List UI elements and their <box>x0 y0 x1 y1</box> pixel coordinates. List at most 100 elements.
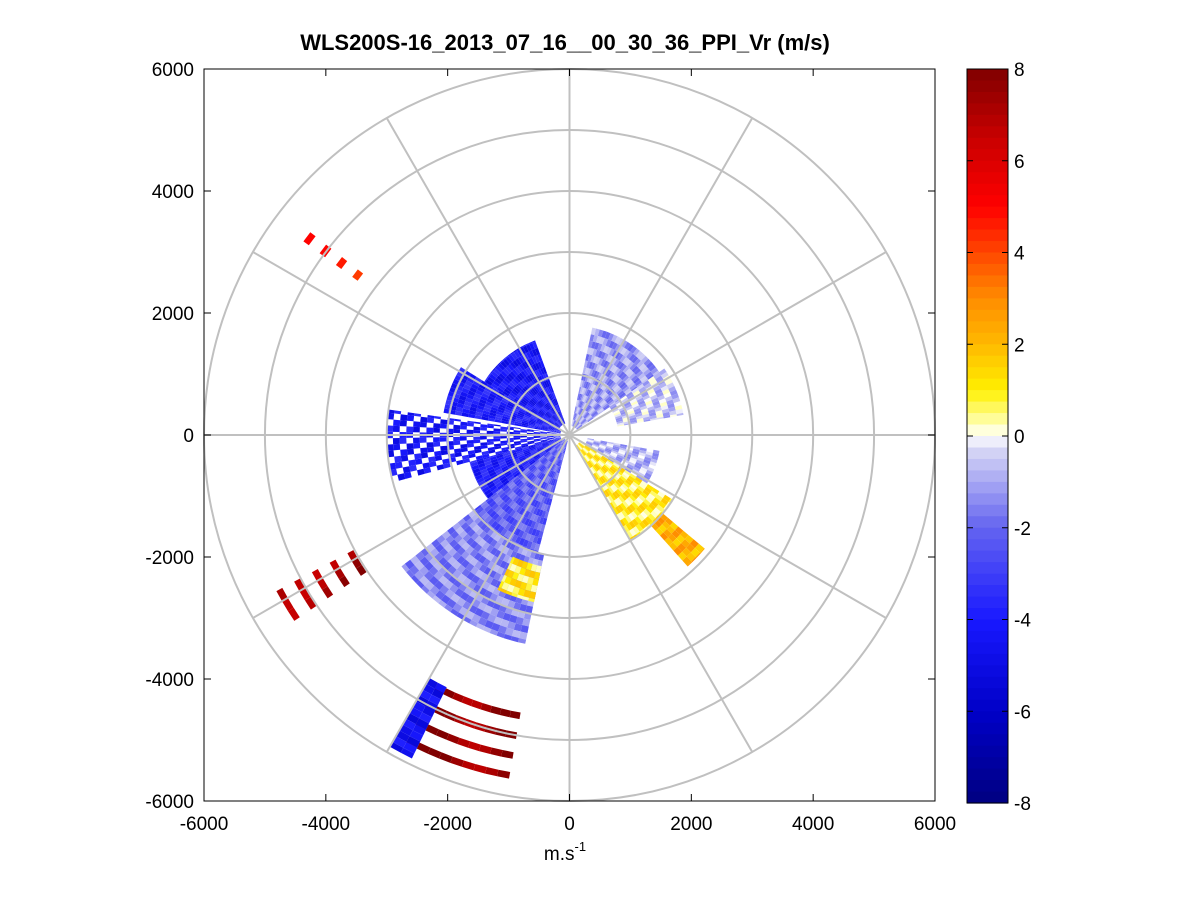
velocity-cell <box>466 440 474 444</box>
velocity-cell <box>615 360 623 368</box>
velocity-cell <box>527 512 533 520</box>
velocity-cell <box>527 424 535 428</box>
velocity-cell <box>484 590 493 599</box>
velocity-cell <box>597 329 604 337</box>
velocity-cell <box>552 392 557 399</box>
velocity-cell <box>299 587 311 601</box>
velocity-cell <box>586 382 591 390</box>
velocity-cell <box>615 457 623 463</box>
velocity-cell <box>542 517 548 526</box>
velocity-cell <box>664 378 673 386</box>
velocity-cell <box>525 471 532 478</box>
velocity-cell <box>653 507 661 515</box>
velocity-cell <box>453 440 461 446</box>
velocity-cell <box>648 391 657 398</box>
velocity-cell <box>689 539 699 549</box>
velocity-cell <box>503 411 511 416</box>
velocity-cell <box>525 605 533 614</box>
velocity-cell <box>480 572 489 582</box>
velocity-cell <box>416 580 425 589</box>
velocity-cell <box>555 458 560 466</box>
velocity-cell <box>542 366 547 374</box>
velocity-cell <box>524 518 531 526</box>
velocity-cell <box>522 344 526 348</box>
velocity-cell <box>443 552 453 562</box>
velocity-cell <box>502 357 506 362</box>
velocity-cell <box>579 394 583 401</box>
velocity-cell <box>621 510 628 518</box>
velocity-cell <box>501 750 514 759</box>
velocity-cell <box>609 403 616 409</box>
velocity-cell <box>459 436 467 441</box>
velocity-cell <box>586 361 591 369</box>
colorbar-swatch <box>967 757 1008 770</box>
velocity-cell <box>531 528 537 536</box>
velocity-cell <box>627 463 635 469</box>
velocity-cell <box>456 555 466 565</box>
velocity-cell <box>669 410 677 416</box>
velocity-cell <box>475 569 484 579</box>
velocity-cell <box>554 430 561 433</box>
velocity-cell <box>547 454 553 461</box>
velocity-cell <box>631 387 639 394</box>
y-tick-label: 4000 <box>152 182 194 203</box>
velocity-cell <box>628 475 636 482</box>
velocity-cell <box>517 638 527 644</box>
velocity-cell <box>584 446 590 452</box>
velocity-cell <box>658 501 667 509</box>
velocity-cell <box>413 426 420 433</box>
velocity-cell <box>591 445 599 449</box>
velocity-cell <box>592 412 599 418</box>
velocity-cell <box>554 423 560 428</box>
velocity-cell <box>633 358 641 366</box>
velocity-cell <box>646 403 654 409</box>
velocity-cell <box>644 486 652 494</box>
velocity-cell <box>619 485 627 492</box>
velocity-cell <box>475 527 484 536</box>
velocity-cell <box>577 407 582 415</box>
velocity-cell <box>556 420 562 426</box>
velocity-cell <box>603 345 609 354</box>
velocity-cell <box>656 391 664 398</box>
velocity-cell <box>402 718 416 731</box>
velocity-cell <box>499 510 507 518</box>
velocity-cell <box>534 362 540 370</box>
velocity-cell <box>613 359 620 367</box>
velocity-cell <box>511 470 519 476</box>
velocity-cell <box>478 462 486 468</box>
velocity-cell <box>527 489 534 497</box>
colorbar-swatch <box>967 562 1008 575</box>
velocity-cell <box>487 424 494 429</box>
velocity-cell <box>409 565 420 575</box>
velocity-cell <box>616 497 623 505</box>
colorbar-swatch <box>967 619 1008 632</box>
velocity-cell <box>550 485 554 493</box>
velocity-cell <box>409 707 423 719</box>
velocity-cell <box>615 416 623 421</box>
velocity-cell <box>530 449 538 454</box>
velocity-cell <box>454 448 462 454</box>
velocity-cell <box>647 376 656 383</box>
velocity-cell <box>502 390 510 397</box>
velocity-cell <box>544 414 550 420</box>
velocity-cell <box>647 406 655 411</box>
velocity-cell <box>542 423 549 427</box>
velocity-cell <box>552 399 557 406</box>
velocity-cell <box>586 440 594 444</box>
velocity-cell <box>510 379 518 387</box>
velocity-cell <box>520 424 528 428</box>
velocity-cell <box>533 436 541 439</box>
velocity-cell <box>590 355 596 363</box>
velocity-cell <box>516 450 524 455</box>
velocity-cell <box>474 376 483 384</box>
velocity-cell <box>606 370 613 378</box>
colorbar-tick-label: 0 <box>1014 427 1025 448</box>
velocity-cell <box>584 381 589 389</box>
velocity-cell <box>503 454 511 459</box>
velocity-cell <box>647 513 656 521</box>
velocity-cell <box>614 344 621 352</box>
colorbar-swatch <box>967 298 1008 311</box>
velocity-cell <box>587 417 594 423</box>
velocity-cell <box>635 412 643 418</box>
velocity-cell <box>419 575 429 586</box>
